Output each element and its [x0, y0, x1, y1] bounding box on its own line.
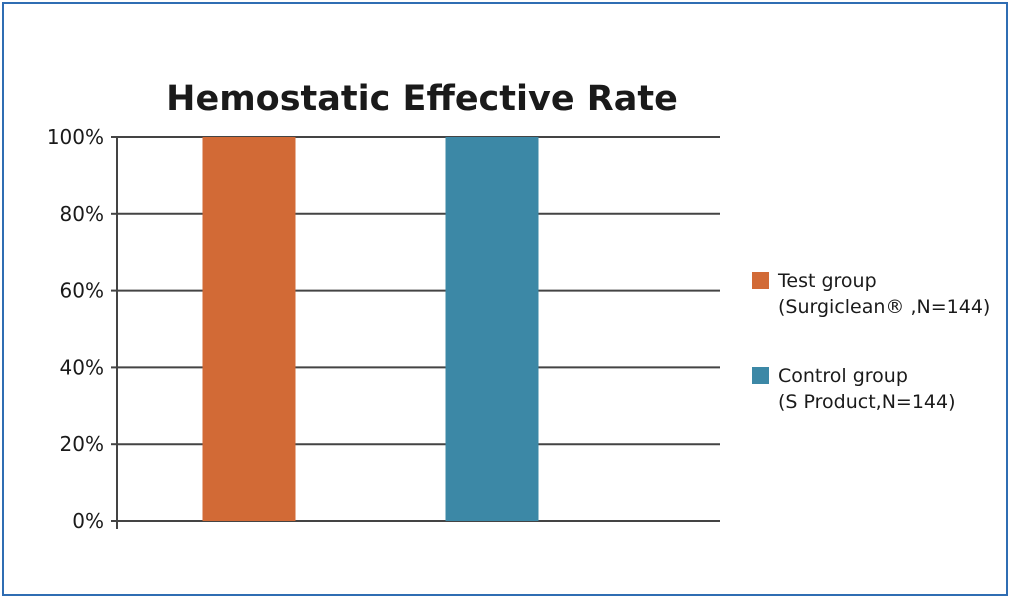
y-tick-label: 80% [60, 202, 104, 226]
y-tick-label: 60% [60, 279, 104, 303]
y-tick-label: 100% [47, 125, 104, 149]
bars [202, 137, 539, 521]
chart-title: Hemostatic Effective Rate [166, 79, 678, 119]
legend: Test group (Surgiclean® ,N=144) Control gr… [752, 270, 990, 413]
legend-label-line2: (Surgiclean® ,N=144) [778, 296, 990, 318]
legend-label-line2: (S Product,N=144) [778, 391, 956, 413]
bar-control-group [445, 137, 539, 521]
legend-swatch [752, 272, 769, 289]
y-tick-label: 20% [60, 432, 104, 456]
legend-swatch [752, 367, 769, 384]
bar-test-group [202, 137, 296, 521]
legend-label-line1: Test group [777, 270, 877, 292]
y-axis: 0% 20% 40% 60% 80% 100% [47, 125, 118, 533]
y-tick-label: 40% [60, 355, 104, 379]
legend-label-line1: Control group [778, 365, 908, 387]
y-tick-label: 0% [72, 509, 104, 533]
